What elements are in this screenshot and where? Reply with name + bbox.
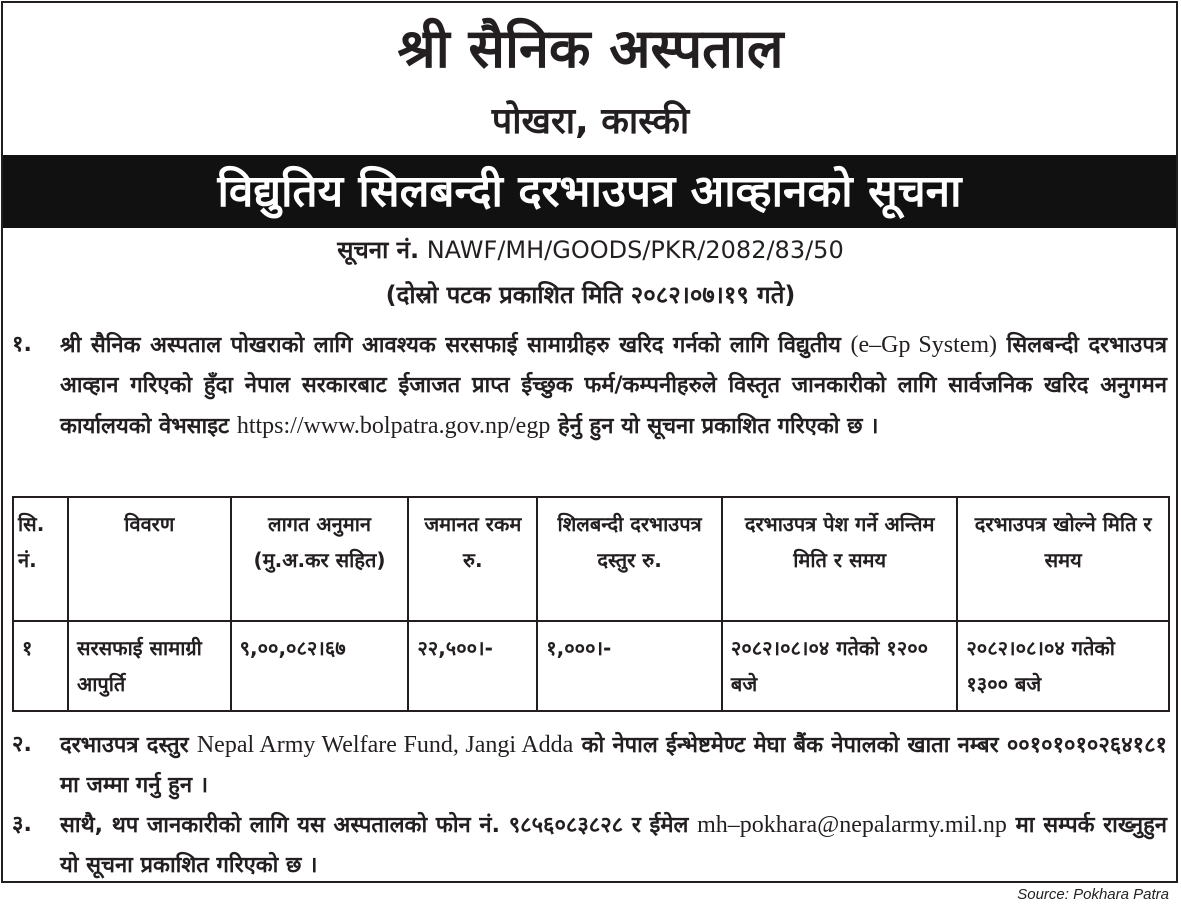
hospital-location: पोखरा, कास्की [491, 101, 690, 142]
cell: २०८२।०८।०४ गतेको १२०० बजे [720, 620, 959, 712]
account-name: Nepal Army Welfare Fund, Jangi Adda [196, 732, 574, 758]
header-cell: विवरण [66, 496, 232, 622]
publication-date: (दोस्रो पटक प्रकाशित मिति २०८२।०७।१९ गते… [385, 281, 796, 309]
hospital-title: श्री सैनिक अस्पताल [397, 17, 784, 80]
notice-number-value: NAWF/MH/GOODS/PKR/2082/83/50 [426, 236, 844, 264]
text: (e–Gp System) [850, 332, 998, 358]
header-cell: दरभाउपत्र पेश गर्ने अन्तिम मिति र समय [720, 496, 959, 622]
notice-number-label: सूचना नं. [337, 236, 420, 264]
table-header-row: सि. नं. विवरण लागत अनुमान (मु.अ.कर सहित)… [12, 496, 1170, 622]
text: साथै, थप जानकारीको लागि यस अस्पतालको फोन… [60, 813, 698, 838]
header-cell: सि. नं. [12, 496, 69, 622]
paragraph-number: ३. [12, 812, 32, 837]
cell: २०८२।०८।०४ गतेको १३०० बजे [956, 620, 1170, 712]
email-address: mh–pokhara@nepalarmy.mil.np [697, 812, 1007, 838]
text: को नेपाल ईन्भेष्टमेण्ट मेघा बैंक नेपालको… [60, 733, 1168, 798]
header-cell: लागत अनुमान (मु.अ.कर सहित) [229, 496, 410, 622]
paragraph-1: १. श्री सैनिक अस्पताल पोखराको लागि आवश्य… [12, 325, 1167, 447]
cell: सरसफाई सामाग्री आपुर्ति [66, 620, 232, 712]
text: दरभाउपत्र दस्तुर [60, 733, 197, 758]
tender-table: सि. नं. विवरण लागत अनुमान (मु.अ.कर सहित)… [12, 496, 1170, 712]
text: मा सम्पर्क राख्नुहुन यो सूचना प्रकाशित ग… [60, 813, 1168, 878]
notice-number: सूचना नं. NAWF/MH/GOODS/PKR/2082/83/50 [0, 232, 1181, 268]
paragraph-number: १. [12, 332, 32, 357]
header-cell: जमानत रकम रु. [407, 496, 539, 622]
paragraph-number: २. [12, 732, 32, 757]
cell: २२,५००।- [407, 620, 539, 712]
cell: १ [12, 620, 69, 712]
notice-border [1, 1, 1178, 883]
source-credit: Source: Pokhara Patra [1017, 886, 1169, 903]
cell: ९,००,०८२।६७ [229, 620, 410, 712]
cell: १,०००।- [536, 620, 723, 712]
notice-banner: विद्युतिय सिलबन्दी दरभाउपत्र आव्हानको सू… [3, 155, 1176, 228]
header-cell: शिलबन्दी दरभाउपत्र दस्तुर रु. [536, 496, 723, 622]
paragraph-3: ३. साथै, थप जानकारीको लागि यस अस्पतालको … [12, 805, 1167, 886]
text: श्री सैनिक अस्पताल पोखराको लागि आवश्यक स… [60, 333, 851, 358]
website-url: https://www.bolpatra.gov.np/egp [236, 413, 551, 439]
text: सिलबन्दी दरभाउपत्र आव्हान गरिएको हुँदा न… [60, 333, 1167, 439]
header-cell: दरभाउपत्र खोल्ने मिति र समय [956, 496, 1170, 622]
text: हेर्नु हुन यो सूचना प्रकाशित गरिएको छ । [550, 414, 879, 439]
paragraph-2: २. दरभाउपत्र दस्तुर Nepal Army Welfare F… [12, 725, 1167, 806]
table-row: १ सरसफाई सामाग्री आपुर्ति ९,००,०८२।६७ २२… [12, 620, 1170, 712]
